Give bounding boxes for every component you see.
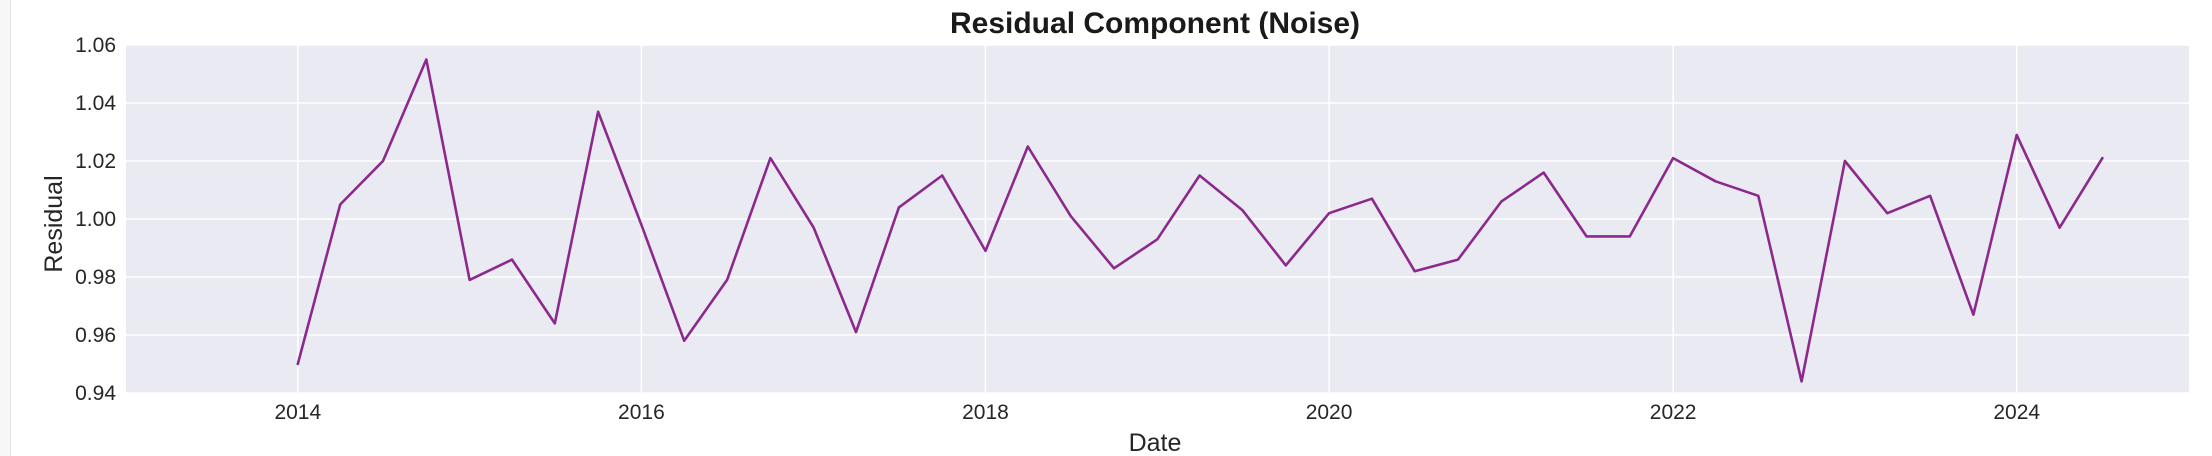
x-tick-label: 2024	[1993, 401, 2040, 424]
x-tick-label: 2014	[274, 401, 321, 424]
y-tick-label: 1.00	[75, 208, 116, 231]
y-tick-label: 0.94	[75, 382, 116, 405]
y-tick-label: 1.04	[75, 92, 116, 115]
x-axis-label: Date	[1129, 429, 1182, 456]
y-tick-labels: 0.94 0.96 0.98 1.00 1.02 1.04 1.06	[75, 34, 116, 405]
series-line	[296, 58, 2104, 383]
window-left-edge	[0, 0, 11, 456]
y-axis-label: Residual	[40, 175, 68, 272]
series-group	[296, 58, 2104, 383]
y-tick-label: 0.98	[75, 266, 116, 289]
x-tick-labels: 2014 2016 2018 2020 2022 2024	[274, 401, 2040, 424]
x-tick-label: 2022	[1650, 401, 1697, 424]
x-tick-label: 2020	[1306, 401, 1353, 424]
y-tick-label: 0.96	[75, 324, 116, 347]
x-tick-label: 2018	[962, 401, 1009, 424]
chart-title: Residual Component (Noise)	[950, 7, 1360, 40]
y-tick-label: 1.02	[75, 150, 116, 173]
y-tick-label: 1.06	[75, 34, 116, 57]
grid-lines	[126, 44, 2189, 394]
x-tick-label: 2016	[618, 401, 665, 424]
